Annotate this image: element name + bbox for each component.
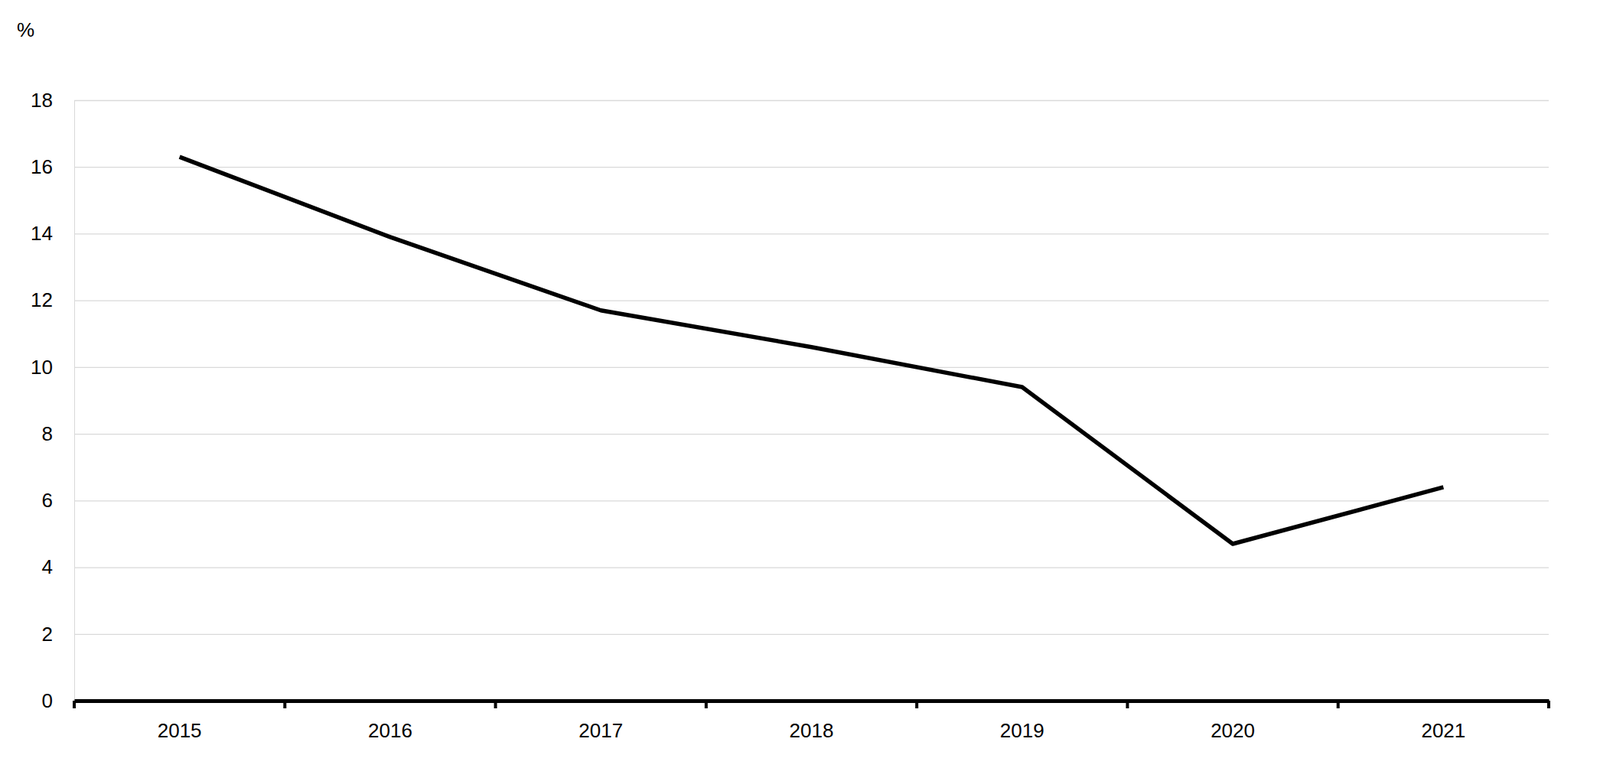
grid-line	[74, 300, 1549, 302]
y-axis: 0 2 4 6 8 10 12 14 16 18	[30, 88, 1549, 713]
grid-line	[74, 500, 1549, 502]
x-tick-label: 2018	[789, 719, 835, 743]
category-separator	[494, 700, 498, 709]
y-tick-label: 6	[42, 488, 53, 512]
y-tick-label: 2	[42, 622, 53, 646]
line	[179, 156, 1444, 545]
x-axis-line	[74, 699, 1550, 704]
plot-area: 0246810121416182015201620172018201920202…	[30, 88, 1549, 743]
y-tick-label: 0	[42, 689, 53, 713]
x-tick-label: 2017	[578, 719, 623, 743]
y-tick-label: 10	[30, 355, 53, 379]
grid-line	[74, 367, 1549, 369]
x-tick: 2019	[1000, 700, 1045, 743]
category-separator	[1336, 700, 1340, 709]
x-tick: 2020	[1210, 700, 1255, 743]
x-axis: 2015 2016 2017 2018 2019 2020 2021	[74, 700, 1550, 743]
category-separator	[1125, 700, 1129, 709]
chart: 0246810121416182015201620172018201920202…	[0, 0, 1600, 768]
grid-line	[74, 166, 1549, 168]
y-tick: 8	[42, 422, 1549, 446]
grid-line	[74, 567, 1549, 568]
y-tick: 6	[42, 488, 1549, 512]
y-tick: 10	[30, 355, 1549, 379]
y-tick: 4	[42, 555, 1549, 579]
x-tick-label: 2019	[1000, 719, 1045, 743]
y-tick: 14	[30, 221, 1549, 245]
category-separator	[283, 700, 287, 709]
y-tick-label: 14	[30, 221, 53, 245]
y-tick: 16	[30, 155, 1549, 179]
category-separator	[1547, 700, 1551, 709]
y-tick: 12	[30, 288, 1549, 312]
y-axis-label: %	[16, 18, 35, 42]
y-tick-label: 16	[30, 155, 53, 179]
y-tick: 2	[42, 622, 1549, 646]
grid-line	[74, 433, 1549, 435]
grid-line	[74, 700, 1549, 702]
category-separator	[915, 700, 919, 709]
x-tick-label: 2021	[1420, 719, 1466, 743]
x-tick: 2016	[368, 700, 413, 743]
y-tick-label: 4	[42, 555, 53, 579]
x-tick: 2018	[789, 700, 835, 743]
x-tick-label: 2015	[157, 719, 203, 743]
x-tick: 2021	[1420, 700, 1466, 743]
grid-line	[74, 233, 1549, 235]
x-tick-label: 2016	[368, 719, 413, 743]
grid-line	[74, 100, 1549, 102]
category-separator	[72, 700, 76, 709]
x-tick: 2017	[578, 700, 623, 743]
grid-line	[74, 634, 1549, 636]
category-separator	[704, 700, 708, 709]
y-tick-label: 12	[30, 288, 53, 312]
y-tick: 18	[30, 88, 1549, 112]
x-tick-label: 2020	[1210, 719, 1255, 743]
y-tick-label: 8	[42, 422, 53, 446]
y-tick: 0	[42, 689, 1549, 713]
x-tick: 2015	[157, 700, 203, 743]
series-group	[179, 156, 1444, 545]
y-axis-line	[74, 101, 1550, 702]
y-tick-label: 18	[30, 88, 53, 112]
